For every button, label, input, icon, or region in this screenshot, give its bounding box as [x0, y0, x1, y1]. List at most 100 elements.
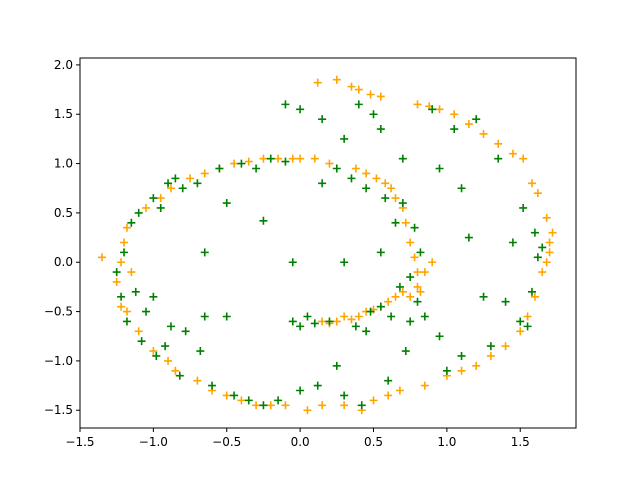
data-point [494, 139, 503, 148]
data-point [134, 327, 143, 336]
data-point [274, 396, 283, 405]
data-point [325, 159, 334, 168]
data-point [401, 218, 410, 227]
data-point [164, 179, 173, 188]
data-point [230, 391, 239, 400]
y-tick-label: 0.5 [54, 206, 73, 220]
data-point [122, 307, 131, 316]
data-point [112, 277, 121, 286]
y-tick-label: 2.0 [54, 58, 73, 72]
data-point [354, 85, 363, 94]
data-point [464, 233, 473, 242]
data-point [310, 154, 319, 163]
data-point [398, 287, 407, 296]
plot-frame [79, 57, 577, 429]
data-point [112, 268, 121, 277]
data-point [398, 199, 407, 208]
data-point [362, 184, 371, 193]
y-tick-label: −1.5 [44, 403, 73, 417]
data-point [435, 105, 444, 114]
data-point [523, 312, 532, 321]
data-point [127, 268, 136, 277]
data-point [406, 292, 415, 301]
data-point [420, 312, 429, 321]
data-point [149, 194, 158, 203]
data-point [166, 322, 175, 331]
data-point [98, 253, 107, 262]
data-point [310, 319, 319, 328]
data-point [366, 307, 375, 316]
data-point [237, 396, 246, 405]
data-point [142, 307, 151, 316]
data-point [398, 154, 407, 163]
data-point [313, 381, 322, 390]
data-point [252, 401, 261, 410]
data-point [538, 268, 547, 277]
data-point [457, 366, 466, 375]
data-point [200, 248, 209, 257]
data-point [259, 401, 268, 410]
x-tick-label: −1.5 [65, 435, 94, 449]
x-tick-label: 1.5 [511, 435, 530, 449]
data-point [164, 356, 173, 365]
data-point [472, 115, 481, 124]
data-point [281, 401, 290, 410]
data-point [384, 376, 393, 385]
data-point [410, 223, 419, 232]
data-point [117, 258, 126, 267]
x-tick-label: 0.0 [291, 435, 310, 449]
data-point [303, 312, 312, 321]
y-tick-label: 1.0 [54, 157, 73, 171]
data-point [428, 105, 437, 114]
data-point [457, 351, 466, 360]
data-point [369, 396, 378, 405]
y-tick-label: 1.5 [54, 107, 73, 121]
data-point [178, 184, 187, 193]
data-point [523, 322, 532, 331]
data-point [369, 110, 378, 119]
data-point [175, 371, 184, 380]
data-point [406, 317, 415, 326]
data-point [122, 317, 131, 326]
data-point [156, 203, 165, 212]
data-point [354, 100, 363, 109]
data-point [152, 351, 161, 360]
data-point [413, 268, 422, 277]
data-point [351, 164, 360, 173]
data-point [171, 174, 180, 183]
data-point [332, 164, 341, 173]
data-point [401, 347, 410, 356]
data-point [516, 327, 525, 336]
data-point [545, 238, 554, 247]
data-point [288, 258, 297, 267]
data-point [486, 351, 495, 360]
data-point [501, 342, 510, 351]
data-point [416, 248, 425, 257]
data-point [516, 317, 525, 326]
data-point [127, 218, 136, 227]
data-point [325, 317, 334, 326]
data-point [142, 203, 151, 212]
x-tick-label: −0.5 [212, 435, 241, 449]
data-point [347, 82, 356, 91]
data-point [376, 92, 385, 101]
data-point [533, 189, 542, 198]
data-point [340, 134, 349, 143]
data-point [171, 366, 180, 375]
data-point [161, 342, 170, 351]
data-point [259, 216, 268, 225]
data-point [166, 184, 175, 193]
data-point [519, 203, 528, 212]
data-point [196, 347, 205, 356]
data-point [435, 332, 444, 341]
data-point [406, 273, 415, 282]
y-tick-label: −1.0 [44, 354, 73, 368]
data-point [288, 154, 297, 163]
data-point [420, 381, 429, 390]
data-point [548, 228, 557, 237]
data-point [413, 100, 422, 109]
data-point [457, 184, 466, 193]
data-point [186, 174, 195, 183]
data-point [533, 253, 542, 262]
